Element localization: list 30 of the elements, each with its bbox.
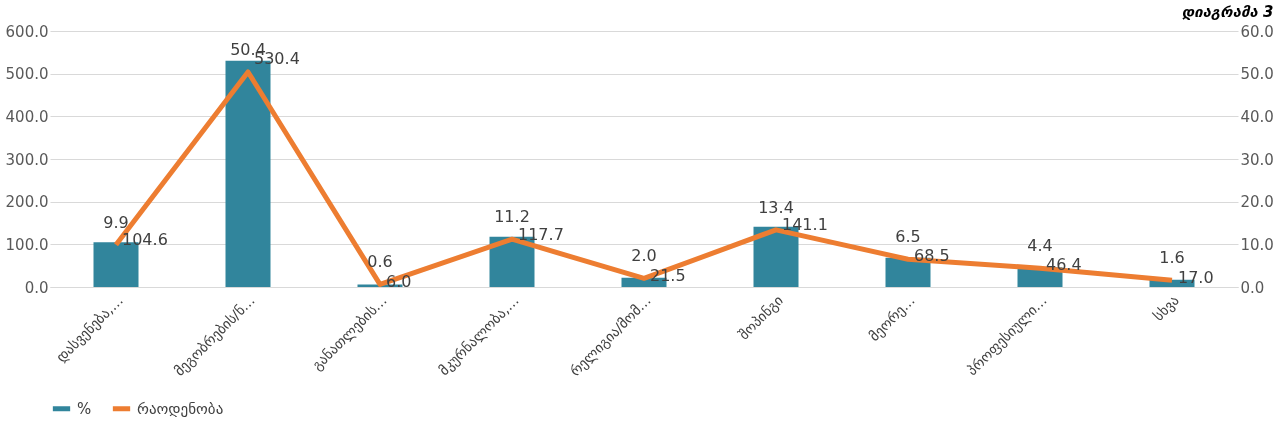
data-label: 117.7 bbox=[518, 224, 564, 244]
y-tick-label: 600.0 bbox=[5, 22, 49, 41]
legend-label: რაოდენობა bbox=[137, 399, 224, 418]
y2-tick-label: 30.0 bbox=[1240, 150, 1274, 169]
x-tick-label: სხვა bbox=[1150, 292, 1182, 324]
chart-title: დიაგრამა 3 bbox=[1181, 3, 1274, 21]
data-label: 141.1 bbox=[782, 214, 828, 234]
y-tick-label: 0.0 bbox=[24, 278, 49, 297]
y-tick-label: 300.0 bbox=[5, 150, 49, 169]
data-label: 1.6 bbox=[1159, 248, 1185, 268]
y-tick-label: 100.0 bbox=[5, 235, 49, 254]
data-label: 9.9 bbox=[103, 212, 129, 232]
y2-tick-label: 50.0 bbox=[1240, 65, 1274, 84]
y2-tick-label: 60.0 bbox=[1240, 22, 1274, 41]
y2-tick-label: 20.0 bbox=[1240, 193, 1274, 212]
data-label: 11.2 bbox=[494, 207, 530, 227]
y-tick-label: 200.0 bbox=[5, 193, 49, 212]
data-label: 104.6 bbox=[122, 230, 168, 250]
data-label: 6.5 bbox=[895, 227, 921, 247]
data-label: 4.4 bbox=[1027, 236, 1053, 256]
y-tick-label: 500.0 bbox=[5, 65, 49, 84]
data-label: 13.4 bbox=[758, 197, 794, 217]
data-label: 0.6 bbox=[367, 252, 393, 272]
y2-tick-label: 10.0 bbox=[1240, 235, 1274, 254]
data-label: 17.0 bbox=[1178, 267, 1214, 287]
y2-tick-label: 40.0 bbox=[1240, 107, 1274, 126]
data-label: 2.0 bbox=[631, 246, 657, 266]
y2-tick-label: 0.0 bbox=[1240, 278, 1265, 297]
legend-label: % bbox=[77, 399, 92, 418]
y-tick-label: 400.0 bbox=[5, 107, 49, 126]
